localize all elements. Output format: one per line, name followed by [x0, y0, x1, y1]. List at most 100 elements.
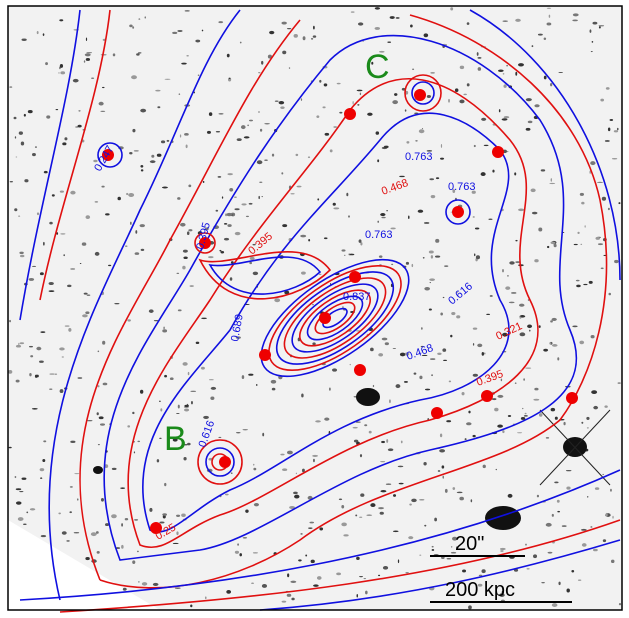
- sky-speck: [162, 329, 168, 333]
- sky-speck: [76, 498, 79, 501]
- sky-speck: [419, 554, 422, 556]
- sky-speck: [551, 317, 557, 322]
- sky-speck: [408, 536, 414, 540]
- sky-speck: [404, 109, 407, 112]
- sky-speck: [281, 600, 287, 603]
- sky-speck: [381, 440, 385, 444]
- sky-speck: [187, 371, 190, 376]
- sky-speck: [502, 73, 505, 75]
- sky-speck: [586, 427, 589, 429]
- sky-speck: [531, 45, 534, 48]
- sky-speck: [97, 350, 100, 353]
- sky-speck: [313, 458, 315, 463]
- sky-speck: [421, 127, 424, 130]
- sky-speck: [581, 201, 585, 205]
- sky-speck: [483, 144, 489, 147]
- sky-speck: [85, 215, 91, 220]
- sky-speck: [269, 30, 275, 35]
- contour-label: 0.837: [343, 291, 371, 303]
- sky-speck: [13, 116, 17, 120]
- sky-speck: [300, 533, 303, 535]
- sky-speck: [579, 192, 585, 196]
- sky-speck: [523, 378, 526, 381]
- sky-speck: [448, 98, 450, 103]
- sky-speck: [395, 384, 401, 389]
- sky-speck: [261, 584, 268, 588]
- sky-speck: [46, 115, 51, 119]
- sky-speck: [456, 315, 461, 319]
- contour-line: [59, 519, 621, 613]
- sky-speck: [8, 369, 13, 374]
- sky-speck: [412, 68, 415, 71]
- sky-speck: [536, 494, 540, 498]
- sky-speck: [483, 352, 486, 355]
- sky-speck: [452, 189, 456, 193]
- sky-speck: [429, 278, 435, 281]
- sky-speck: [60, 71, 66, 75]
- galaxy-marker: [452, 206, 464, 218]
- sky-speck: [533, 398, 540, 401]
- sky-speck: [527, 120, 533, 124]
- sky-speck: [590, 161, 596, 166]
- sky-speck: [135, 230, 138, 234]
- sky-speck: [374, 27, 381, 30]
- sky-speck: [563, 421, 566, 426]
- sky-speck: [428, 308, 432, 311]
- sky-speck: [356, 89, 363, 92]
- sky-speck: [422, 256, 425, 259]
- sky-speck: [419, 499, 425, 501]
- sky-speck: [129, 152, 133, 155]
- sky-speck: [186, 231, 190, 236]
- sky-speck: [500, 550, 504, 552]
- sky-speck: [18, 215, 21, 217]
- sky-speck: [124, 245, 128, 247]
- sky-speck: [522, 407, 524, 410]
- sky-speck: [140, 164, 144, 168]
- sky-speck: [358, 239, 362, 243]
- sky-speck: [293, 34, 298, 38]
- sky-speck: [499, 547, 506, 551]
- sky-speck: [430, 255, 434, 259]
- sky-speck: [228, 77, 231, 79]
- sky-speck: [411, 263, 414, 268]
- sky-speck: [99, 423, 106, 426]
- sky-speck: [583, 283, 588, 286]
- sky-speck: [392, 100, 398, 105]
- sky-speck: [466, 83, 470, 87]
- sky-speck: [39, 468, 45, 472]
- sky-speck: [226, 53, 230, 58]
- sky-speck: [319, 527, 324, 531]
- sky-speck: [29, 372, 32, 377]
- sky-speck: [151, 154, 155, 158]
- sky-speck: [605, 87, 610, 90]
- sky-speck: [83, 60, 86, 63]
- sky-speck: [520, 416, 526, 420]
- sky-speck: [515, 239, 518, 242]
- sky-speck: [295, 472, 298, 475]
- sky-speck: [18, 131, 23, 135]
- sky-speck: [93, 159, 98, 163]
- galaxy-marker: [102, 149, 114, 161]
- sky-speck: [548, 14, 551, 18]
- sky-speck: [258, 72, 261, 74]
- sky-speck: [58, 72, 60, 74]
- sky-speck: [133, 451, 136, 454]
- sky-speck: [352, 426, 358, 429]
- galaxy-marker: [150, 522, 162, 534]
- sky-speck: [378, 353, 384, 357]
- sky-speck: [498, 69, 504, 73]
- contour-loop: [194, 232, 216, 254]
- sky-speck: [612, 515, 614, 519]
- sky-speck: [437, 352, 442, 355]
- sky-speck: [472, 327, 478, 330]
- sky-speck: [591, 40, 594, 43]
- sky-speck: [229, 188, 234, 192]
- sky-speck: [176, 531, 179, 536]
- galaxy-marker: [431, 407, 443, 419]
- sky-speck: [421, 354, 428, 357]
- sky-speck: [20, 141, 25, 146]
- sky-speck: [18, 342, 20, 346]
- sky-speck: [9, 86, 13, 88]
- sky-speck: [140, 169, 144, 172]
- sky-speck: [515, 18, 521, 22]
